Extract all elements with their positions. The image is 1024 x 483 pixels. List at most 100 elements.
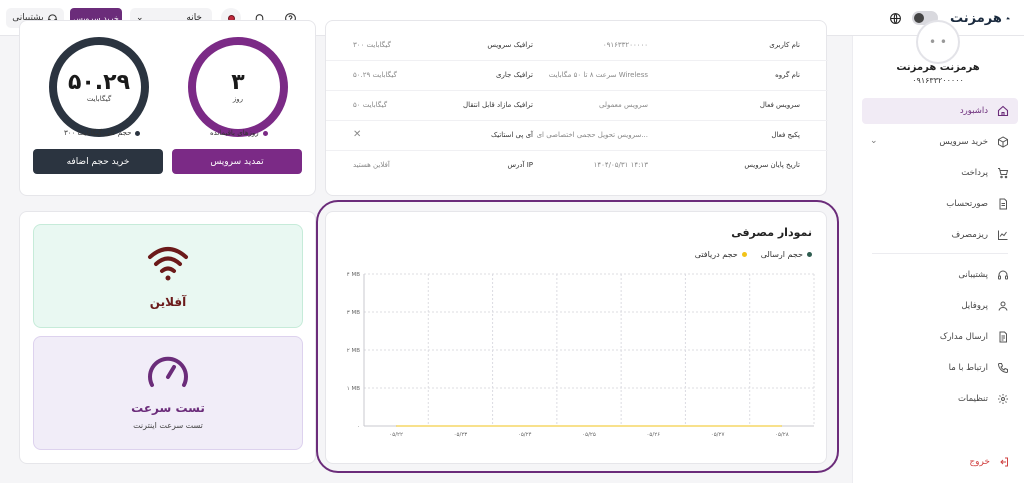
legend-dot <box>262 130 268 136</box>
days-remaining-ring: ۳ روز <box>188 37 288 137</box>
info-row: نام گروه سرعت ۸ تا ۵۰ مگابایت Wireless ت… <box>326 61 828 91</box>
info-row: پکیج فعال سرویس تحویل حجمی اختصاصی ای...… <box>326 121 828 151</box>
close-icon: ✕ <box>353 129 362 140</box>
usage-card: ۵۰.۲۹ گیگابایت ۳ روز حجم کلی:گیگابایت ۳۰… <box>19 20 316 196</box>
y-tick-label: ۰ <box>357 424 360 430</box>
invoice-icon <box>996 197 1010 211</box>
sidebar-menu: داشبورد خرید سرویس ⌄ پرداخت صورتحساب ریز… <box>862 98 1018 417</box>
legend-label: حجم دریافتی <box>694 250 738 259</box>
connection-status-card: آفلاین تست سرعت تست سرعت اینترنت <box>19 211 316 464</box>
chevron-down-icon: ⌄ <box>136 13 144 23</box>
legend-label: حجم ارسالی <box>760 250 803 259</box>
legend-item-received[interactable]: حجم دریافتی <box>695 250 747 259</box>
user-icon <box>996 299 1010 313</box>
total-volume-legend: حجم کلی:گیگابایت ۳۰۰ <box>64 129 141 137</box>
days-remaining-text: روزهای باقیمانده <box>210 129 259 137</box>
sidebar-item-contact[interactable]: ارتباط با ما <box>862 355 1018 381</box>
speed-test-title: تست سرعت <box>131 401 205 415</box>
sidebar-item-label: تنظیمات <box>958 394 988 404</box>
logout-button[interactable]: خروج <box>969 456 1010 468</box>
info-label: پکیج فعال <box>771 131 800 139</box>
sidebar-item-buy-service[interactable]: خرید سرویس ⌄ <box>862 129 1018 155</box>
offline-title: آفلاین <box>149 295 187 309</box>
sidebar-item-usage-detail[interactable]: ریزمصرف <box>862 222 1018 248</box>
legend-dot <box>135 130 141 136</box>
home-select-value: خانه <box>186 13 202 23</box>
info-value: سرویس معمولی <box>599 101 648 109</box>
wifi-icon <box>148 247 188 281</box>
buy-extra-volume-label: خرید حجم اضافه <box>66 156 130 167</box>
days-remaining-value: ۳ <box>231 70 245 95</box>
x-tick-label: ۰۵/۲۲ <box>389 432 403 438</box>
days-remaining-legend: روزهای باقیمانده <box>210 129 268 137</box>
sidebar-item-label: پروفایل <box>961 301 988 311</box>
buy-service-label: خرید سرویس <box>73 13 119 23</box>
sidebar-item-label: صورتحساب <box>946 199 988 209</box>
usage-chart-card: نمودار مصرفی حجم ارسالی حجم دریافتی ۰ ۱ M… <box>325 211 827 464</box>
sidebar-item-label: پشتیبانی <box>958 270 988 280</box>
sidebar-item-invoice[interactable]: صورتحساب <box>862 191 1018 217</box>
headset-icon <box>996 268 1010 282</box>
x-tick-label: ۰۵/۲۳ <box>454 432 468 438</box>
service-info-card: نام کاربری ۰۹۱۶۳۳۲۰۰۰۰۰ ترافیک سرویس ۳۰۰… <box>325 20 828 196</box>
brand-logo: هرمزنت <box>950 6 1010 30</box>
info-value: ۵۰ گیگابایت <box>353 101 388 109</box>
total-volume-text: حجم کلی:گیگابایت ۳۰۰ <box>64 129 132 137</box>
sidebar-item-settings[interactable]: تنظیمات <box>862 386 1018 412</box>
renew-service-label: تمدید سرویس <box>210 156 264 167</box>
speed-test-tile[interactable]: تست سرعت تست سرعت اینترنت <box>33 336 303 450</box>
sidebar-item-profile[interactable]: پروفایل <box>862 293 1018 319</box>
chart-icon <box>996 228 1010 242</box>
sidebar-item-dashboard[interactable]: داشبورد <box>862 98 1018 124</box>
buy-extra-volume-button[interactable]: خرید حجم اضافه <box>33 149 163 174</box>
info-value: ۰۹۱۶۳۳۲۰۰۰۰۰ <box>602 41 648 49</box>
language-button[interactable] <box>885 8 905 28</box>
legend-dot <box>807 252 812 257</box>
y-tick-label: ۲ MB <box>347 348 360 354</box>
sidebar-item-payment[interactable]: پرداخت <box>862 160 1018 186</box>
brand-name: هرمزنت <box>950 10 1002 26</box>
sidebar-item-support[interactable]: پشتیبانی <box>862 262 1018 288</box>
toggle-knob <box>914 13 924 23</box>
speedometer-icon <box>148 356 188 387</box>
sidebar-item-documents[interactable]: ارسال مدارک <box>862 324 1018 350</box>
phone-icon <box>996 361 1010 375</box>
sidebar-item-label: ارتباط با ما <box>948 363 988 373</box>
legend-dot <box>741 252 747 257</box>
sidebar: • • هرمزنت هرمزنت ۰۹۱۶۳۳۲۰۰۰۰۰ داشبورد خ… <box>852 20 1024 483</box>
chevron-down-icon[interactable]: ⌄ <box>870 136 878 146</box>
x-tick-label: ۰۵/۲۵ <box>582 432 596 438</box>
info-value: ۱۴۰۴/۰۵/۳۱ ۱۴:۱۳ <box>593 161 648 169</box>
user-name: هرمزنت هرمزنت <box>896 62 980 73</box>
renew-service-button[interactable]: تمدید سرویس <box>172 149 302 174</box>
x-tick-label: ۰۵/۲۶ <box>646 432 660 438</box>
data-remaining-value: ۵۰.۲۹ <box>67 70 131 95</box>
info-label: نام گروه <box>775 71 800 79</box>
offline-status-tile: آفلاین <box>33 224 303 328</box>
logo-icon <box>1006 16 1010 20</box>
cube-icon <box>996 135 1010 149</box>
days-remaining-unit: روز <box>232 95 244 103</box>
globe-icon <box>889 12 901 24</box>
avatar[interactable]: • • <box>916 20 960 64</box>
sidebar-item-label: ارسال مدارک <box>939 332 988 342</box>
usage-chart: ۰ ۱ MB ۲ MB ۳ MB ۴ MB ۰۵/۲۲ ۰۵/۲۳ ۰۵/۲۴ ۰۵/۲۵ ۰۵/… <box>347 272 815 438</box>
info-label: تاریخ پایان سرویس <box>744 161 800 169</box>
user-icon: • • <box>929 35 947 49</box>
y-tick-label: ۱ MB <box>347 386 360 392</box>
sidebar-item-label: داشبورد <box>959 106 988 116</box>
x-tick-label: ۰۵/۲۷ <box>711 432 725 438</box>
legend-item-sent[interactable]: حجم ارسالی <box>761 250 812 259</box>
sidebar-item-label: پرداخت <box>961 168 988 178</box>
data-remaining-ring: ۵۰.۲۹ گیگابایت <box>49 37 149 137</box>
info-label: ترافیک جاری <box>495 71 533 79</box>
info-label: آی پی استاتیک <box>490 131 533 139</box>
menu-divider <box>872 253 1008 254</box>
logout-label: خروج <box>969 457 990 467</box>
y-tick-label: ۴ MB <box>347 272 360 278</box>
sidebar-item-label: خرید سرویس <box>939 137 988 147</box>
support-label: پشتیبانی <box>12 13 44 23</box>
x-tick-label: ۰۵/۲۴ <box>518 432 532 438</box>
logout-icon <box>1000 457 1008 467</box>
speed-test-subtitle: تست سرعت اینترنت <box>133 421 203 430</box>
